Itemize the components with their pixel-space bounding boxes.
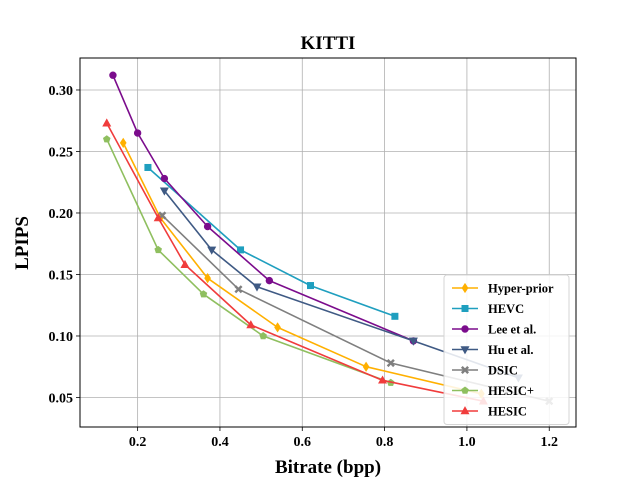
axis-ticks: 0.2 0.4 0.6 0.8 1.0 1.2 0.05 0.10 0.15 0.20 0.25 0.… xyxy=(49,84,558,450)
legend-label: Hyper-prior xyxy=(488,282,554,296)
data-point-hyper-prior xyxy=(362,361,370,372)
legend-marker xyxy=(461,282,469,294)
x-tick-label: 0.4 xyxy=(211,435,229,450)
series-hevc xyxy=(144,163,399,320)
data-point-lee-et-al xyxy=(160,174,169,183)
legend-item-hesic: HESIC xyxy=(452,405,527,419)
data-point-dsic xyxy=(234,285,243,294)
legend-marker xyxy=(461,386,469,394)
data-point-hu-et-al xyxy=(159,187,169,196)
legend-marker xyxy=(460,406,470,415)
data-point-dsic xyxy=(386,359,395,368)
data-point-hyper-prior xyxy=(119,137,127,149)
legend: Hyper-prior HEVC Lee et al. Hu et al. DSIC HE… xyxy=(443,274,570,425)
legend-marker xyxy=(460,365,470,375)
data-point-lee-et-al xyxy=(265,276,274,285)
data-point-hesic xyxy=(259,332,267,340)
legend-item-dsic: DSIC xyxy=(452,364,518,378)
legend-label: HESIC+ xyxy=(488,384,534,398)
y-tick-label: 0.25 xyxy=(49,145,74,160)
legend-label: HEVC xyxy=(488,302,524,316)
series-hesic xyxy=(102,118,488,405)
series-line-lee-et-al xyxy=(112,74,414,342)
x-tick-label: 1.0 xyxy=(458,435,476,450)
x-tick-label: 0.6 xyxy=(294,435,312,450)
grid xyxy=(80,58,576,427)
legend-label: Hu et al. xyxy=(488,343,533,357)
legend-marker xyxy=(461,325,469,333)
x-tick-label: 1.2 xyxy=(540,435,558,450)
data-point-hesic xyxy=(102,135,111,143)
series-line-hesic xyxy=(106,138,392,384)
data-point-lee-et-al xyxy=(203,222,212,231)
data-point-hyper-prior xyxy=(274,322,281,333)
legend-marker xyxy=(460,346,470,355)
series-line-hyper-prior xyxy=(122,142,482,395)
data-point-hevc xyxy=(391,312,399,320)
data-point-hevc xyxy=(144,163,152,171)
y-tick-label: 0.15 xyxy=(49,268,74,283)
data-point-hu-et-al xyxy=(408,337,418,346)
legend-box xyxy=(443,274,570,425)
chart-title: KITTI xyxy=(301,33,356,54)
legend-label: DSIC xyxy=(488,364,518,378)
legend-item-lee-et-al: Lee et al. xyxy=(452,323,536,337)
legend-item-hyper-prior: Hyper-prior xyxy=(452,282,554,296)
data-point-hu-et-al xyxy=(207,246,217,255)
data-point-hesic xyxy=(246,320,256,329)
legend-label: Lee et al. xyxy=(488,323,536,337)
y-tick-label: 0.05 xyxy=(49,391,74,406)
data-point-hesic xyxy=(378,375,388,384)
series-hesic xyxy=(102,135,395,386)
data-point-hevc xyxy=(237,246,245,254)
legend-item-hu-et-al: Hu et al. xyxy=(452,343,533,357)
y-tick-label: 0.20 xyxy=(49,207,74,222)
x-tick-label: 0.2 xyxy=(129,435,147,450)
data-point-hesic xyxy=(199,290,208,298)
x-axis-title: Bitrate (bpp) xyxy=(275,457,381,478)
legend-item-hevc: HEVC xyxy=(452,302,524,316)
series-line-hesic xyxy=(106,122,484,402)
series-line-hevc xyxy=(147,166,396,318)
data-point-hesic xyxy=(154,245,162,254)
data-point-lee-et-al xyxy=(133,129,142,137)
data-point-hesic xyxy=(153,213,163,222)
y-tick-label: 0.10 xyxy=(49,330,74,345)
data-point-hevc xyxy=(307,282,315,290)
data-point-hesic xyxy=(180,259,190,268)
data-point-hesic xyxy=(102,118,112,127)
y-tick-label: 0.30 xyxy=(49,84,74,99)
y-axis-title: LPIPS xyxy=(12,216,33,270)
legend-label: HESIC xyxy=(488,405,527,419)
data-point-hyper-prior xyxy=(204,273,211,284)
legend-marker xyxy=(461,304,469,312)
data-point-hu-et-al xyxy=(252,283,262,292)
legend-item-hesic: HESIC+ xyxy=(452,384,534,398)
plot-frame xyxy=(79,57,577,428)
x-tick-label: 0.8 xyxy=(376,435,394,450)
data-point-lee-et-al xyxy=(109,71,117,79)
